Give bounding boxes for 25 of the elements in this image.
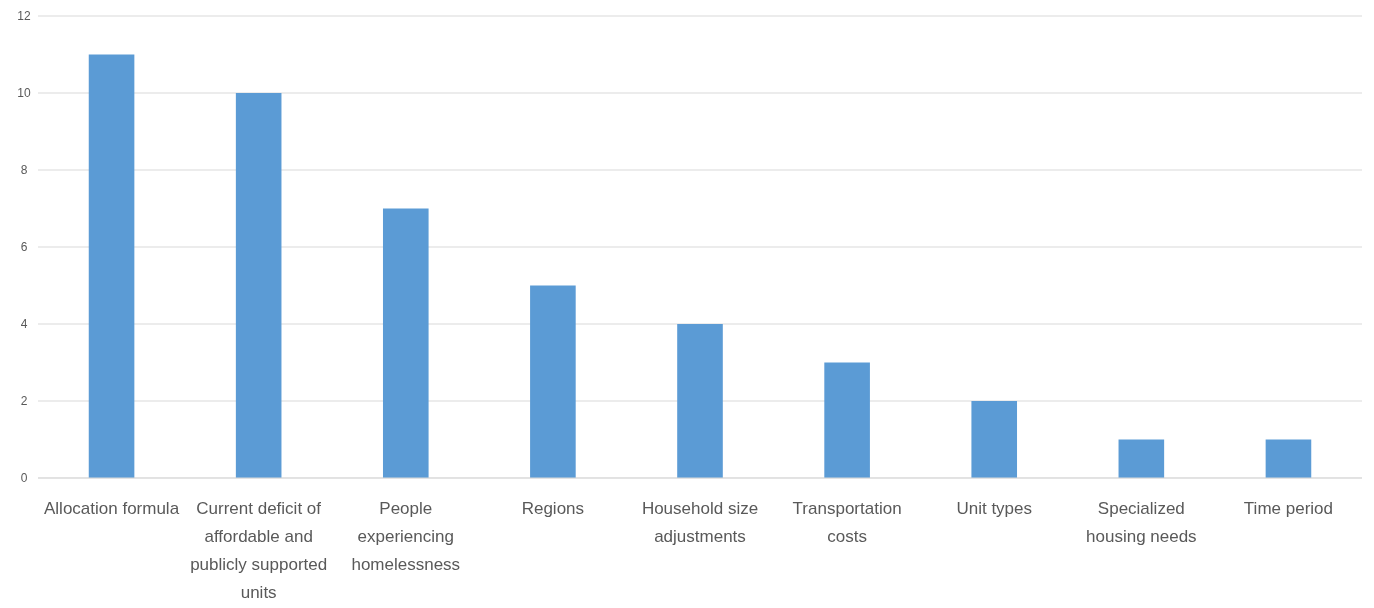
x-tick-label: Time period (1243, 499, 1334, 518)
y-tick-label: 10 (17, 86, 31, 101)
x-tick-label: Transportation costs (792, 499, 902, 546)
bar (677, 324, 723, 478)
x-tick-label: Regions (521, 499, 585, 518)
x-tick-label: Unit types (956, 499, 1033, 518)
bar (824, 362, 870, 478)
y-tick-label: 6 (20, 240, 28, 255)
bar (1265, 439, 1312, 478)
bar (382, 208, 429, 478)
bar (971, 401, 1018, 478)
y-tick-label: 8 (20, 163, 28, 178)
x-tick-label: People experiencing homelessness (351, 499, 461, 574)
x-tick-label: Specialized housing needs (1086, 499, 1197, 546)
bar (88, 54, 135, 478)
y-tick-label: 12 (17, 9, 31, 24)
bar (530, 285, 576, 478)
x-tick-label: Current deficit of affordable and publicly supported units (190, 499, 328, 602)
bar (235, 93, 282, 478)
y-tick-label: 0 (20, 471, 28, 486)
y-tick-label: 4 (20, 317, 28, 332)
x-tick-label: Allocation formula (43, 499, 180, 518)
x-tick-label: Household size adjustments (641, 499, 759, 546)
bar (1118, 439, 1165, 478)
y-tick-label: 2 (20, 394, 28, 409)
